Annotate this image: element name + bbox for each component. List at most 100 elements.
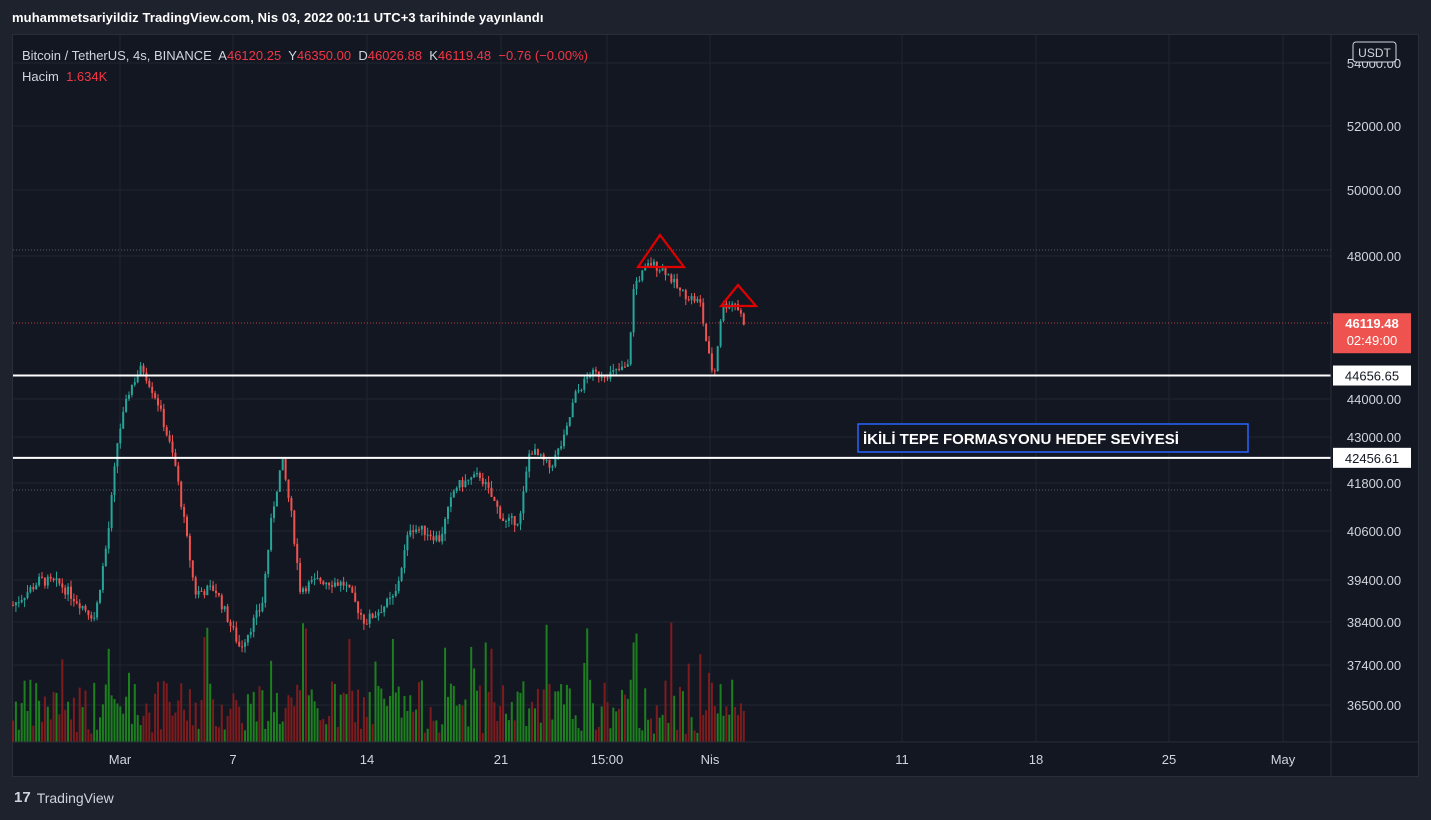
volume-bar (101, 704, 104, 742)
candle-body (690, 296, 693, 300)
volume-bar (609, 728, 612, 742)
candle-body (658, 270, 661, 272)
volume-bar (313, 701, 316, 742)
candle-body (78, 603, 81, 609)
candle-body (412, 530, 415, 533)
candle-body (719, 320, 722, 347)
candle-body (623, 366, 626, 368)
candle-body (597, 371, 600, 377)
volume-bar (55, 692, 58, 742)
candle-body (652, 261, 655, 266)
candles (12, 257, 745, 653)
candle-body (336, 582, 339, 586)
candle-body (333, 582, 336, 587)
candle-body (29, 587, 32, 593)
candle-body (101, 566, 104, 591)
volume-bar (536, 688, 539, 742)
volume-bar (542, 689, 545, 742)
volume-bar (284, 707, 287, 742)
candle-body (635, 280, 638, 289)
low-label: D (358, 48, 368, 63)
price-tick: 48000.00 (1347, 249, 1401, 264)
last-price-tag (1333, 313, 1411, 354)
double-top-markers[interactable] (635, 233, 759, 308)
candle-body (215, 590, 217, 593)
volume-bar (331, 681, 333, 742)
price-axis[interactable]: 54000.0052000.0050000.0048000.0044000.00… (1330, 35, 1401, 776)
annotation-box[interactable]: İKİLİ TEPE FORMASYONU HEDEF SEVİYESİ (857, 423, 1249, 453)
candle-body (629, 332, 632, 365)
candle-body (571, 402, 574, 418)
candle-body (177, 465, 180, 482)
volume-bar (742, 710, 745, 742)
volume-bar (621, 689, 623, 742)
candle-body (133, 382, 136, 385)
candle-body (339, 581, 342, 586)
volume-bar (693, 730, 696, 742)
volume-bar (528, 708, 531, 742)
chart-panel[interactable] (12, 34, 1419, 777)
volume-bar (560, 684, 563, 742)
volume-bar (281, 721, 284, 742)
volume-bar (177, 700, 180, 742)
volume-bar (589, 679, 592, 742)
time-tick: Nis (701, 752, 720, 767)
last-price-value: 46119.48 (1345, 316, 1399, 331)
candle-body (287, 479, 290, 499)
volume-bar (481, 732, 484, 742)
level-lines[interactable]: 44656.65 42456.61 46119.48 02:49:00 (13, 313, 1411, 468)
volume-bar (374, 661, 377, 742)
volume-bar (592, 703, 594, 742)
candle-body (684, 290, 687, 300)
candle-body (325, 582, 328, 585)
candle-body (548, 459, 551, 468)
candle-body (510, 516, 513, 518)
candle-body (365, 623, 368, 625)
volume-bar (586, 628, 589, 742)
candle-body (38, 576, 41, 586)
candle-body (87, 610, 90, 616)
candle-body (589, 376, 592, 378)
close-label: K (429, 48, 438, 63)
volume-bar (354, 722, 357, 742)
candle-body (84, 605, 87, 611)
volume-bar (397, 686, 400, 742)
time-axis[interactable]: Mar 7 14 21 15:00 Nis 11 18 25 May (13, 741, 1418, 767)
candle-body (519, 513, 522, 524)
volume-bar (394, 692, 397, 742)
candle-body (162, 408, 165, 428)
volume-bar (571, 719, 574, 742)
time-tick: 21 (494, 752, 508, 767)
candle-body (481, 478, 484, 485)
volume-bar (473, 668, 476, 742)
time-tick: 25 (1162, 752, 1176, 767)
volume-bar (368, 692, 371, 742)
volume-bar (505, 713, 507, 742)
candle-body (90, 615, 93, 619)
volume-bar (41, 721, 43, 742)
level-price-tag (1333, 447, 1411, 468)
footer-brand[interactable]: 17 TradingView (14, 789, 114, 806)
candle-body (200, 590, 203, 592)
volume-bar (145, 703, 148, 742)
volume-bar (470, 646, 473, 742)
volume-bar (209, 683, 212, 742)
volume-bar (565, 684, 568, 742)
currency-badge[interactable]: USDT (1352, 41, 1397, 63)
volume-bar (513, 720, 516, 742)
candle-body (322, 581, 325, 585)
peak-triangle-2 (718, 283, 759, 308)
symbol-name[interactable]: Bitcoin / TetherUS, 4s, BINANCE (22, 48, 212, 63)
candle-body (52, 578, 55, 581)
candle-body (531, 453, 534, 455)
candle-body (493, 496, 496, 501)
candle-body (426, 534, 429, 536)
volume-bar (478, 685, 481, 742)
volume-label[interactable]: Hacim (22, 69, 59, 84)
candle-body (223, 606, 226, 610)
volume-bar (165, 683, 168, 742)
candle-body (734, 303, 737, 305)
volume-bar (296, 684, 299, 742)
volume-bar (583, 662, 586, 742)
